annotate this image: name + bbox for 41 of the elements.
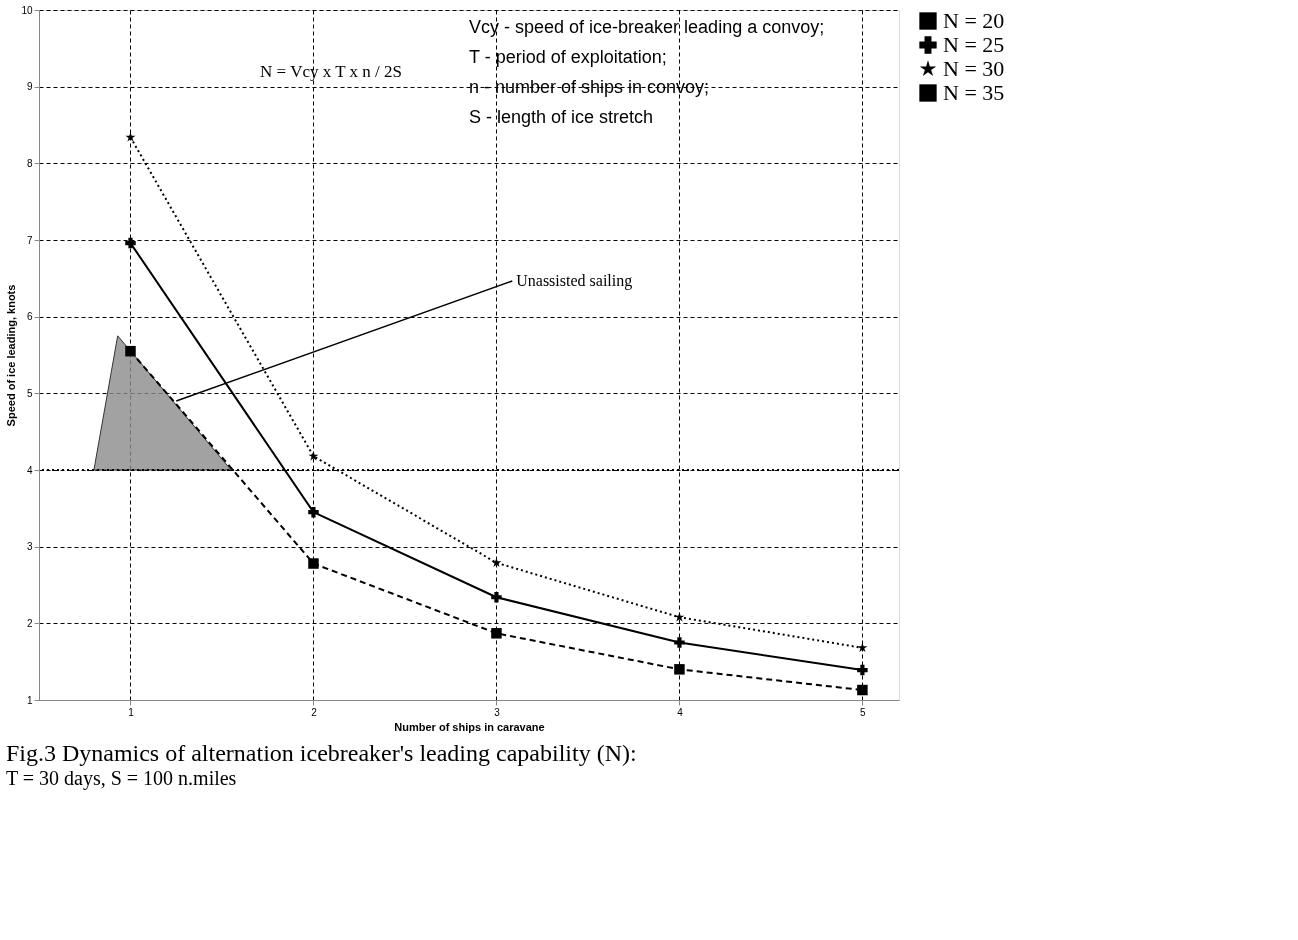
annotation: T - period of exploitation; bbox=[469, 47, 667, 67]
point bbox=[491, 628, 502, 639]
y-tick-label: 9 bbox=[26, 81, 33, 93]
annotation: N = Vcy x T x n / 2S bbox=[260, 62, 402, 81]
annotation: S - length of ice stretch bbox=[469, 107, 654, 127]
y-tick-label: 8 bbox=[26, 157, 33, 169]
point bbox=[674, 637, 685, 648]
point bbox=[857, 664, 868, 676]
text: T = 30 days, S = 100 n.miles bbox=[5, 767, 237, 790]
x-tick-label: 1 bbox=[128, 706, 135, 718]
y-tick-label: 4 bbox=[26, 464, 33, 476]
point bbox=[308, 450, 319, 461]
legend-label: N = 20 bbox=[943, 8, 1005, 33]
point bbox=[674, 664, 685, 675]
legend-label: N = 35 bbox=[943, 80, 1005, 105]
legend-label: N = 25 bbox=[943, 32, 1005, 57]
point bbox=[308, 506, 319, 518]
x-tick-label: 4 bbox=[677, 706, 684, 718]
point bbox=[125, 345, 136, 357]
x-tick-label: 2 bbox=[311, 706, 318, 718]
legend-label: N = 30 bbox=[943, 56, 1005, 81]
y-tick-label: 5 bbox=[26, 387, 33, 399]
point bbox=[125, 132, 136, 142]
point bbox=[308, 558, 319, 569]
y-tick-label: 7 bbox=[26, 234, 33, 246]
annotation: Vcy - speed of ice-breaker leading a convoy; bbox=[469, 17, 825, 37]
y-tick-label: 6 bbox=[26, 311, 33, 323]
point bbox=[491, 592, 502, 603]
x-tick-label: 3 bbox=[494, 706, 501, 718]
annotation: Unassisted sailing bbox=[516, 272, 633, 290]
y-tick-label: 2 bbox=[26, 617, 33, 629]
point bbox=[125, 237, 136, 249]
y-tick-label: 1 bbox=[26, 694, 33, 706]
x-axis-title: Number of ships in caravane bbox=[394, 720, 545, 733]
x-tick-label: 5 bbox=[860, 706, 867, 718]
y-tick-label: 3 bbox=[26, 541, 33, 553]
point bbox=[857, 684, 868, 696]
point bbox=[674, 611, 685, 622]
text: Fig.3 Dynamics of alternation icebreaker's leading capability (N): bbox=[5, 740, 637, 766]
y-tick-label: 10 bbox=[21, 4, 33, 16]
y-axis-title: Speed of ice leading, knots bbox=[5, 284, 18, 427]
